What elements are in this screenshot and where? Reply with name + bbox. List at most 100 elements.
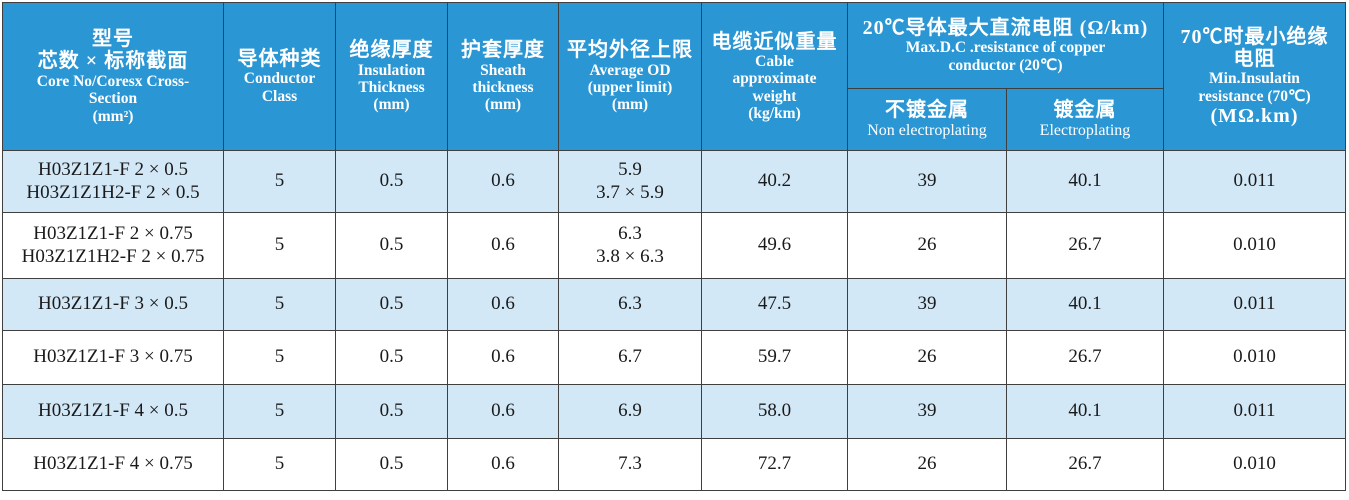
- header-conductor-class: 导体种类 Conductor Class: [223, 2, 336, 151]
- cell-model-line: H03Z1Z1-F 2 × 0.5: [37, 158, 189, 180]
- header-model-en1: Core No/Coresx Cross-: [36, 72, 190, 90]
- cell-insulation: 0.5: [335, 278, 448, 331]
- header-resistance-en2: conductor (20℃): [948, 56, 1063, 74]
- header-ins-res-zh2: 电阻: [1233, 47, 1276, 70]
- cell-sheath: 0.6: [447, 384, 559, 439]
- header-conductor-class-en1: Conductor: [243, 70, 316, 88]
- cell-insulation: 0.5: [335, 150, 448, 213]
- cell-res-non-plating: 39: [847, 278, 1007, 331]
- cell-weight: 72.7: [701, 438, 848, 491]
- cell-sheath: 0.6: [447, 330, 559, 385]
- cell-model: H03Z1Z1-F 4 × 0.75: [2, 438, 224, 491]
- header-sheath-thickness: 护套厚度 Sheath thickness (mm): [447, 2, 559, 151]
- cable-spec-table: 型号 芯数 × 标称截面 Core No/Coresx Cross- Secti…: [2, 2, 1346, 491]
- header-ins-res-en1: Min.Insulatin: [1209, 70, 1300, 88]
- cell-sheath: 0.6: [447, 438, 559, 491]
- cell-od-line: 3.7 × 5.9: [596, 181, 664, 203]
- cell-insulation: 0.5: [335, 330, 448, 385]
- header-insulation-en2: Thickness: [358, 79, 425, 97]
- cell-sheath: 0.6: [447, 278, 559, 331]
- cell-res-non-plating: 39: [847, 150, 1007, 213]
- cell-od: 7.3: [558, 438, 702, 491]
- header-model-zh2: 芯数 × 标称截面: [37, 50, 189, 73]
- cell-ins-res: 0.011: [1163, 384, 1346, 439]
- header-ins-res-unit: (MΩ.km): [1210, 105, 1299, 128]
- table-row: H03Z1Z1-F 2 × 0.75 H03Z1Z1H2-F 2 × 0.75 …: [2, 212, 1346, 279]
- cell-res-plating: 26.7: [1006, 212, 1164, 279]
- table-row: H03Z1Z1-F 4 × 0.75 5 0.5 0.6 7.3 72.7 26…: [2, 438, 1346, 491]
- cell-od-line: 3.8 × 6.3: [596, 245, 664, 267]
- cell-weight: 47.5: [701, 278, 848, 331]
- cell-model-line: H03Z1Z1-F 2 × 0.75: [33, 222, 193, 244]
- header-model-zh1: 型号: [92, 28, 134, 51]
- header-dc-resistance: 20℃导体最大直流电阻 (Ω/km) Max.D.C .resistance o…: [847, 2, 1164, 89]
- header-plating-zh: 镀金属: [1053, 99, 1117, 122]
- header-insulation-unit: (mm): [373, 96, 410, 114]
- header-conductor-class-zh: 导体种类: [237, 47, 322, 70]
- cell-ins-res: 0.011: [1163, 150, 1346, 213]
- header-weight-en1: Cable: [755, 52, 794, 70]
- cell-sheath: 0.6: [447, 150, 559, 213]
- cell-weight: 40.2: [701, 150, 848, 213]
- cell-insulation: 0.5: [335, 212, 448, 279]
- cell-ins-res: 0.011: [1163, 278, 1346, 331]
- cell-ins-res: 0.010: [1163, 330, 1346, 385]
- cell-res-plating: 40.1: [1006, 384, 1164, 439]
- header-sheath-zh: 护套厚度: [461, 39, 545, 62]
- header-insulation-thickness: 绝缘厚度 Insulation Thickness (mm): [335, 2, 448, 151]
- cell-od: 6.3: [558, 278, 702, 331]
- cell-od-line: 6.3: [618, 222, 642, 244]
- cell-model: H03Z1Z1-F 2 × 0.5 H03Z1Z1H2-F 2 × 0.5: [2, 150, 224, 213]
- cell-model: H03Z1Z1-F 4 × 0.5: [2, 384, 224, 439]
- header-weight-unit: (kg/km): [748, 105, 801, 123]
- header-weight-en2: approximate: [732, 70, 817, 88]
- header-ins-res-en2: resistance (70℃): [1198, 87, 1311, 105]
- cell-model: H03Z1Z1-F 3 × 0.5: [2, 278, 224, 331]
- cell-res-non-plating: 26: [847, 330, 1007, 385]
- header-plating-en: Electroplating: [1039, 121, 1131, 139]
- header-conductor-class-en2: Class: [261, 87, 298, 105]
- cell-insulation: 0.5: [335, 384, 448, 439]
- header-non-plating-en: Non electroplating: [867, 121, 987, 139]
- header-non-electroplating: 不镀金属 Non electroplating: [847, 88, 1007, 151]
- cell-ins-res: 0.010: [1163, 438, 1346, 491]
- cell-weight: 49.6: [701, 212, 848, 279]
- cell-res-plating: 26.7: [1006, 330, 1164, 385]
- cell-weight: 59.7: [701, 330, 848, 385]
- cell-model: H03Z1Z1-F 3 × 0.75: [2, 330, 224, 385]
- cell-class: 5: [223, 438, 336, 491]
- table-row: H03Z1Z1-F 3 × 0.5 5 0.5 0.6 6.3 47.5 39 …: [2, 278, 1346, 331]
- header-resistance-en1: Max.D.C .resistance of copper: [905, 39, 1106, 57]
- cell-od: 6.3 3.8 × 6.3: [558, 212, 702, 279]
- header-cable-weight: 电缆近似重量 Cable approximate weight (kg/km): [701, 2, 848, 151]
- header-electroplating: 镀金属 Electroplating: [1006, 88, 1164, 151]
- header-resistance-zh: 20℃导体最大直流电阻 (Ω/km): [862, 16, 1149, 39]
- header-sheath-unit: (mm): [484, 96, 522, 114]
- table-row: H03Z1Z1-F 4 × 0.5 5 0.5 0.6 6.9 58.0 39 …: [2, 384, 1346, 439]
- cell-od: 6.7: [558, 330, 702, 385]
- cell-weight: 58.0: [701, 384, 848, 439]
- cell-res-non-plating: 39: [847, 384, 1007, 439]
- cell-od: 5.9 3.7 × 5.9: [558, 150, 702, 213]
- cell-model-line: H03Z1Z1H2-F 2 × 0.5: [26, 181, 200, 203]
- cell-sheath: 0.6: [447, 212, 559, 279]
- table-row: H03Z1Z1-F 3 × 0.75 5 0.5 0.6 6.7 59.7 26…: [2, 330, 1346, 385]
- header-average-od-unit: (mm): [611, 96, 649, 114]
- header-row-bottom: 不镀金属 Non electroplating 镀金属 Electroplati…: [3, 88, 1346, 151]
- cell-res-plating: 26.7: [1006, 438, 1164, 491]
- header-model-unit: (mm²): [92, 107, 134, 125]
- header-average-od-zh: 平均外径上限: [567, 39, 693, 62]
- cell-insulation: 0.5: [335, 438, 448, 491]
- header-average-od-en1: Average OD: [589, 61, 671, 79]
- header-model-en2: Section: [88, 90, 138, 108]
- cell-res-plating: 40.1: [1006, 150, 1164, 213]
- cell-model-line: H03Z1Z1H2-F 2 × 0.75: [21, 245, 205, 267]
- cell-model: H03Z1Z1-F 2 × 0.75 H03Z1Z1H2-F 2 × 0.75: [2, 212, 224, 279]
- header-average-od-en2: (upper limit): [587, 79, 673, 97]
- cell-od-line: 5.9: [618, 158, 642, 180]
- header-sheath-en1: Sheath: [480, 61, 526, 79]
- header-ins-res-zh1: 70℃时最小绝缘: [1180, 25, 1329, 48]
- cell-ins-res: 0.010: [1163, 212, 1346, 279]
- header-weight-en3: weight: [752, 87, 797, 105]
- cell-res-plating: 40.1: [1006, 278, 1164, 331]
